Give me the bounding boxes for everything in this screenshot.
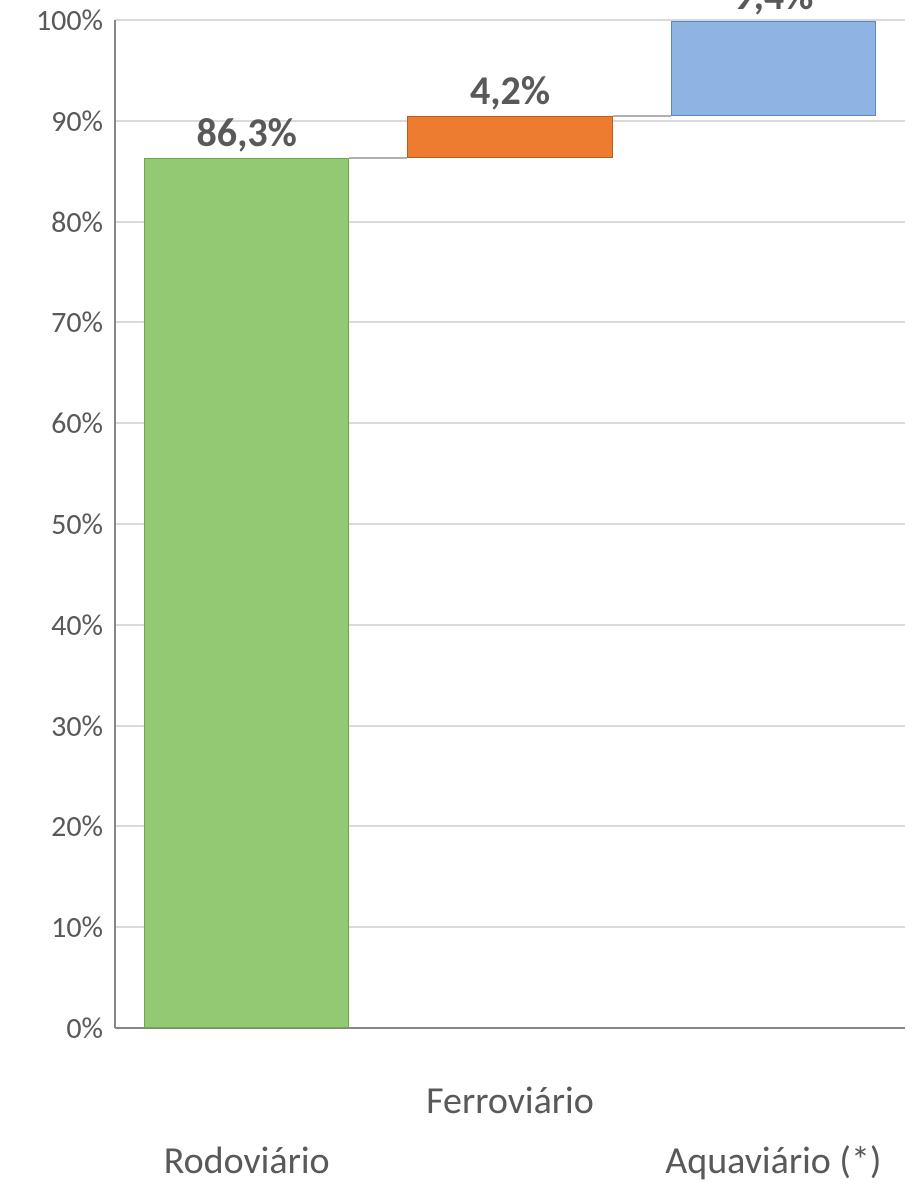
data-label: 9,4% bbox=[642, 0, 905, 20]
y-tick-label: 10% bbox=[0, 909, 103, 946]
chart-container: 0% 10% 20% 30% 40% 50% 60% 70% 80% 90% 100% 86,3% Ro… bbox=[0, 0, 917, 1185]
y-tick-label: 70% bbox=[0, 304, 103, 341]
y-tick-label: 50% bbox=[0, 506, 103, 543]
bar-rodovi-rio bbox=[144, 158, 349, 1028]
y-tick-label: 90% bbox=[0, 103, 103, 140]
x-axis-label: Aquaviário (*) bbox=[615, 1138, 917, 1184]
y-axis-line bbox=[114, 20, 116, 1028]
connector-line bbox=[349, 157, 407, 159]
data-label: 86,3% bbox=[115, 108, 378, 157]
y-tick-label: 40% bbox=[0, 607, 103, 644]
y-tick-label: 30% bbox=[0, 708, 103, 745]
bar-aquavi-rio- bbox=[671, 21, 876, 116]
bar-ferrovi-rio bbox=[407, 116, 612, 158]
x-axis-label: Ferroviário bbox=[352, 1078, 668, 1124]
plot-area: 0%10%20%30%40%50%60%70%80%90%100%86,3%Ro… bbox=[115, 20, 905, 1028]
data-label: 4,2% bbox=[378, 66, 641, 115]
y-tick-label: 20% bbox=[0, 808, 103, 845]
y-tick-label: 80% bbox=[0, 204, 103, 241]
y-tick-label: 100% bbox=[0, 2, 103, 39]
connector-line bbox=[613, 115, 671, 117]
x-axis-label: Rodoviário bbox=[89, 1138, 405, 1184]
y-tick-label: 0% bbox=[0, 1010, 103, 1047]
y-tick-label: 60% bbox=[0, 405, 103, 442]
